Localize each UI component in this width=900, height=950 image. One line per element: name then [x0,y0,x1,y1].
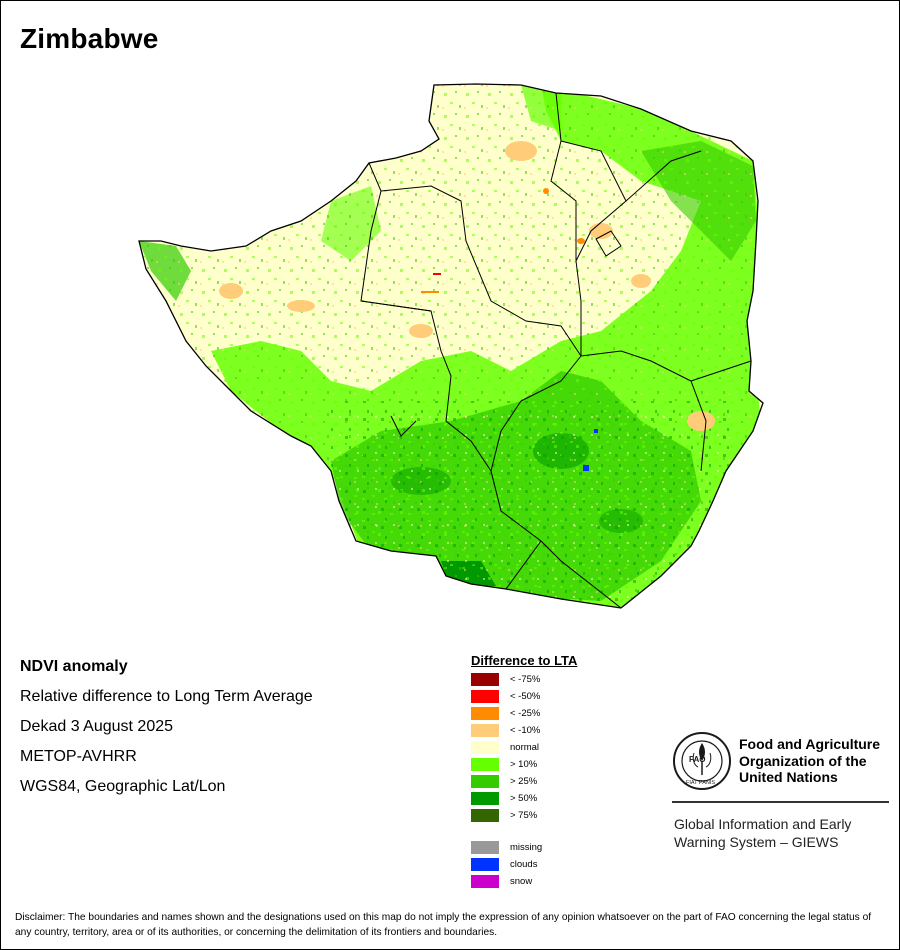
legend-swatch [471,792,499,805]
legend-swatch [471,707,499,720]
legend-item: > 25% [471,773,631,790]
legend-label: < -10% [510,725,541,736]
product-sensor: METOP-AVHRR [20,748,137,765]
legend-item: snow [471,873,631,890]
ndvi-anomaly-map [138,83,764,609]
legend-swatch [471,775,499,788]
legend-label: > 50% [510,793,538,804]
giews-line: Global Information and Early [674,816,852,832]
legend-label: snow [510,876,533,887]
legend-label: < -75% [510,674,541,685]
legend-label: > 75% [510,810,538,821]
legend-label: normal [510,742,540,753]
legend-item: > 75% [471,807,631,824]
legend-label: < -50% [510,691,541,702]
product-projection: WGS84, Geographic Lat/Lon [20,778,226,795]
legend-label: clouds [510,859,538,870]
legend-classes: < -75% < -50% < -25% < -10% normal > 10% > 25%… [471,671,631,824]
legend-item: < -50% [471,688,631,705]
legend-swatch [471,875,499,888]
giews-name: Global Information and Early Warning Sys… [674,815,851,851]
legend-label: < -25% [510,708,541,719]
fao-name-line: Organization of the [739,752,867,769]
product-description: Relative difference to Long Term Average [20,688,313,705]
giews-line: Warning System – GIEWS [674,834,839,850]
map-info-block: NDVI anomaly Relative difference to Long… [20,657,313,807]
legend-label: missing [510,842,543,853]
product-name: NDVI anomaly [20,658,128,675]
legend-swatch [471,724,499,737]
emblem-letter-f: FAO [689,755,705,764]
logo-divider [672,801,889,803]
legend-item: < -75% [471,671,631,688]
fao-name-line: Food and Agriculture [739,736,881,752]
legend-swatch [471,809,499,822]
legend-title: Difference to LTA [471,653,578,668]
product-date: Dekad 3 August 2025 [20,718,174,735]
disclaimer: Disclaimer: The boundaries and names sho… [15,912,872,938]
legend-item: > 10% [471,756,631,773]
fao-name: Food and Agriculture Organization of the… [739,736,880,786]
legend-item: normal [471,739,631,756]
map-title: Zimbabwe [20,23,159,54]
legend-item: < -25% [471,705,631,722]
legend-swatch [471,741,499,754]
legend-extras: missing clouds snow [471,839,631,890]
legend-label: > 10% [510,759,538,770]
fao-emblem-icon: FAO FIAT PANIS [673,732,731,790]
legend-swatch [471,758,499,771]
legend-swatch [471,841,499,854]
legend-swatch [471,690,499,703]
emblem-motto: FIAT PANIS [686,780,715,786]
map-legend: Difference to LTA < -75% < -50% < -25% < -1… [471,653,631,890]
legend-item: clouds [471,856,631,873]
legend-item: > 50% [471,790,631,807]
legend-item: missing [471,839,631,856]
legend-swatch [471,858,499,871]
legend-label: > 25% [510,776,538,787]
legend-item: < -10% [471,722,631,739]
legend-swatch [471,673,499,686]
fao-name-line: United Nations [739,769,838,785]
